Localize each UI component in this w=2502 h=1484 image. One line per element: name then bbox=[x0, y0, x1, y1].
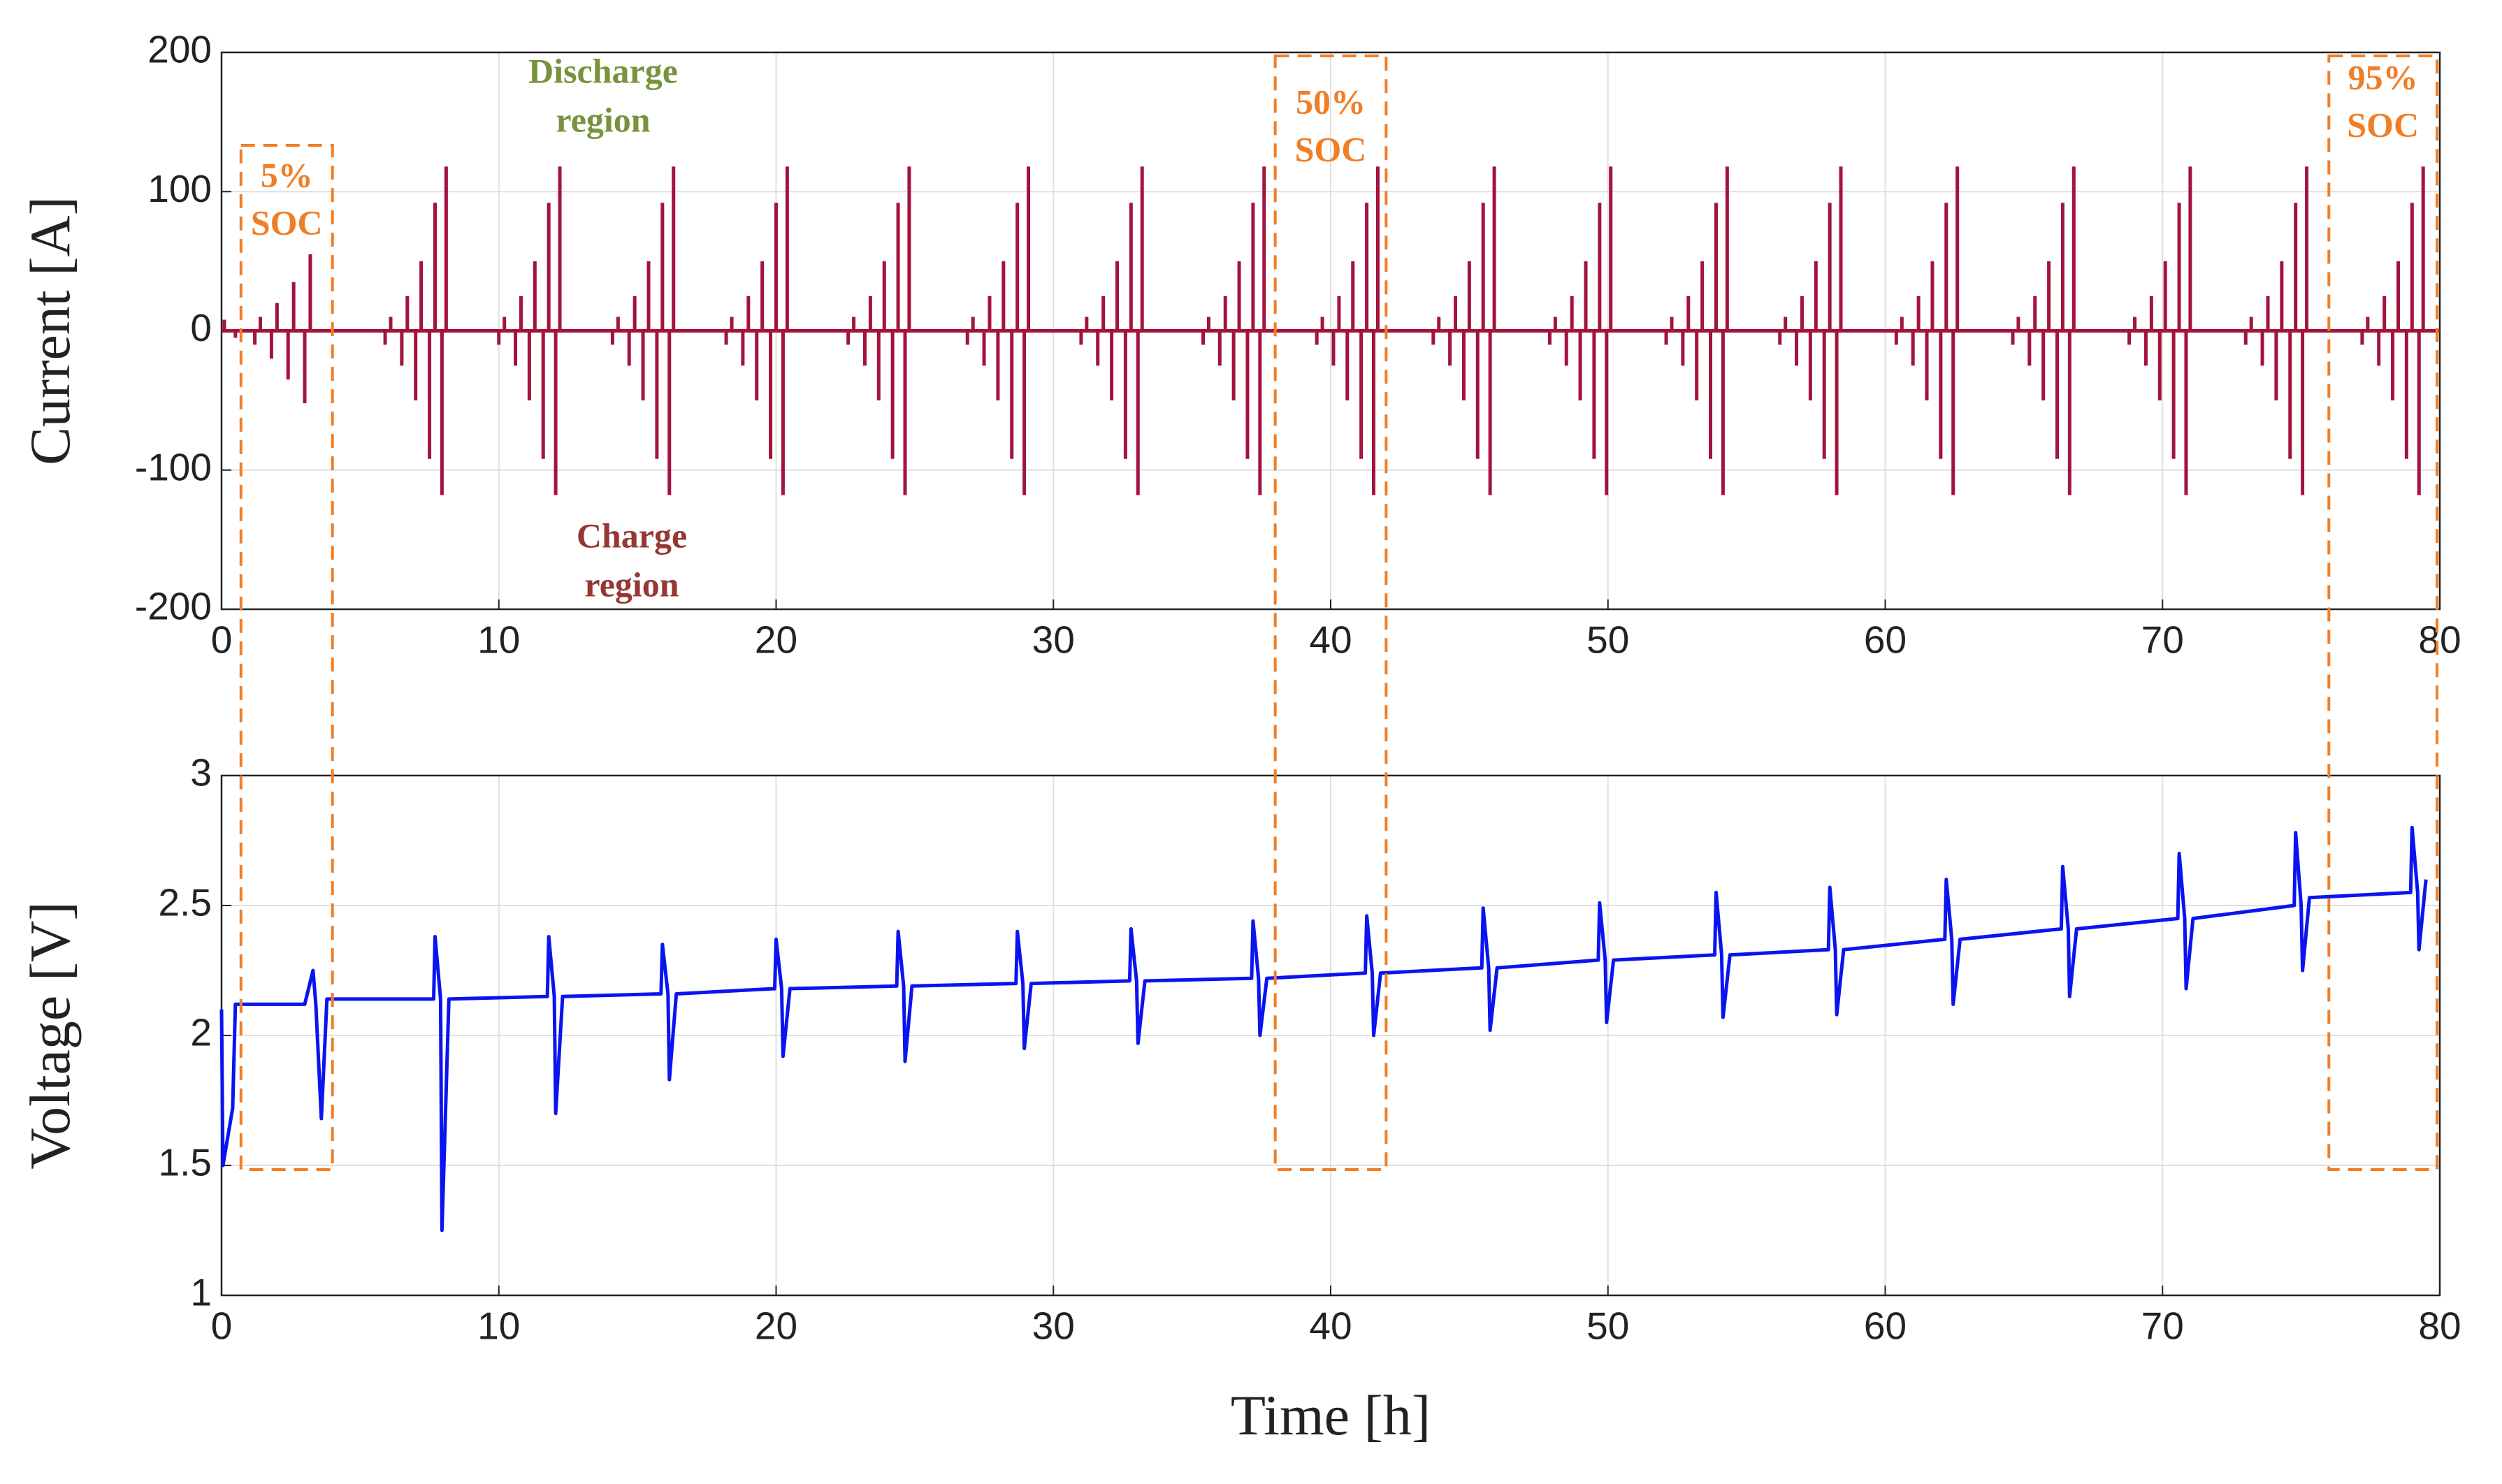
soc-box bbox=[2327, 54, 2439, 1171]
soc-box bbox=[239, 144, 334, 1171]
x-tick-label: 30 bbox=[1032, 1304, 1075, 1348]
x-tick-label: 0 bbox=[211, 618, 233, 662]
soc-label: SOC bbox=[251, 203, 323, 242]
x-tick-label: 30 bbox=[1032, 618, 1075, 662]
x-tick-label: 10 bbox=[477, 1304, 520, 1348]
x-tick-label: 0 bbox=[211, 1304, 233, 1348]
y-tick-label: 0 bbox=[190, 306, 212, 349]
x-tick-label: 40 bbox=[1309, 618, 1352, 662]
soc-label: SOC bbox=[1295, 129, 1367, 168]
y-tick-label: 2.5 bbox=[159, 881, 212, 924]
x-axis-label: Time [h] bbox=[1231, 1383, 1431, 1447]
y-tick-label: 1 bbox=[190, 1271, 212, 1314]
x-tick-label: 10 bbox=[477, 618, 520, 662]
region-annotation: Charge bbox=[577, 516, 687, 555]
y-tick-label: 3 bbox=[190, 751, 212, 794]
soc-label: SOC bbox=[2347, 105, 2419, 144]
x-tick-label: 70 bbox=[2141, 618, 2184, 662]
y-tick-label: 1.5 bbox=[159, 1141, 212, 1184]
y-tick-label: -100 bbox=[135, 445, 212, 488]
y-tick-label: -200 bbox=[135, 585, 212, 628]
region-annotation: Discharge bbox=[528, 51, 678, 90]
soc-label: 95% bbox=[2348, 57, 2418, 96]
x-tick-label: 20 bbox=[755, 1304, 797, 1348]
x-tick-label: 40 bbox=[1309, 1304, 1352, 1348]
soc-label: 5% bbox=[261, 155, 313, 194]
region-annotation: region bbox=[556, 100, 650, 139]
x-tick-label: 70 bbox=[2141, 1304, 2184, 1348]
y-axis-label: Current [A] bbox=[18, 196, 82, 465]
y-tick-label: 200 bbox=[147, 28, 212, 71]
voltage-line bbox=[219, 825, 2428, 1232]
x-tick-label: 20 bbox=[755, 618, 797, 662]
x-tick-label: 50 bbox=[1586, 1304, 1629, 1348]
y-axis-label: Voltage [V] bbox=[18, 901, 82, 1169]
soc-label: 50% bbox=[1296, 82, 1366, 121]
x-tick-label: 80 bbox=[2418, 1304, 2461, 1348]
soc-box bbox=[1273, 54, 1388, 1171]
x-tick-label: 60 bbox=[1864, 618, 1907, 662]
x-tick-label: 80 bbox=[2418, 618, 2461, 662]
y-tick-label: 100 bbox=[147, 167, 212, 210]
x-tick-label: 60 bbox=[1864, 1304, 1907, 1348]
x-tick-label: 50 bbox=[1586, 618, 1629, 662]
y-tick-label: 2 bbox=[190, 1011, 212, 1054]
region-annotation: region bbox=[584, 565, 679, 604]
